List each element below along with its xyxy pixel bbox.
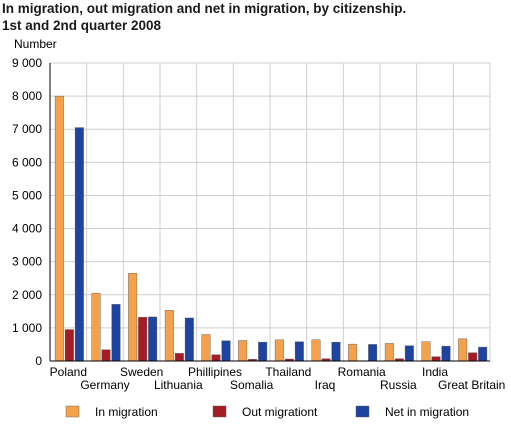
legend-swatch	[355, 405, 370, 418]
bar-out-migrationt	[138, 317, 148, 362]
legend: In migration Out migrationt Net in migrati…	[65, 405, 469, 419]
y-tick-label: 4 000	[12, 222, 42, 236]
bar-in-migration	[128, 273, 138, 362]
x-tick-label: Somalia	[230, 378, 274, 392]
legend-label: Out migrationt	[242, 405, 318, 419]
bar-net-in-migration	[148, 316, 158, 362]
bar-net-in-migration	[478, 346, 488, 362]
x-tick-label: Sweden	[120, 365, 163, 379]
x-tick-label: Russia	[380, 378, 417, 392]
y-tick-label: 8 000	[12, 89, 42, 103]
bar-in-migration	[164, 310, 174, 362]
bar-in-migration	[201, 334, 211, 362]
bar-net-in-migration	[441, 345, 451, 362]
bar-in-migration	[458, 338, 468, 362]
bar-net-in-migration	[111, 304, 121, 362]
legend-label: In migration	[95, 405, 158, 419]
bar-net-in-migration	[74, 127, 84, 362]
x-tick-label: Romania	[338, 365, 386, 379]
legend-swatch	[212, 405, 227, 418]
axes	[49, 63, 490, 362]
x-tick-label: Thailand	[265, 365, 311, 379]
bar-out-migrationt	[101, 349, 111, 362]
y-tick-label: 7 000	[12, 122, 42, 136]
chart-title-line-2: 1st and 2nd quarter 2008	[2, 18, 162, 33]
y-tick-label: 3 000	[12, 255, 42, 269]
y-axis-ticks: 0 1 000 2 000 3 000 4 000 5 000 6 000 7 000 8 00…	[12, 56, 42, 368]
bar-net-in-migration	[184, 317, 194, 362]
bar-in-migration	[91, 292, 101, 362]
y-tick-label: 6 000	[12, 155, 42, 169]
bar-out-migrationt	[211, 354, 221, 362]
bars	[54, 95, 488, 362]
y-tick-label: 2 000	[12, 288, 42, 302]
grid-lines	[50, 62, 491, 361]
bar-in-migration	[238, 340, 248, 362]
x-tick-label: Phillipines	[188, 365, 242, 379]
x-tick-label: Great Britain	[438, 378, 505, 392]
chart-title: In migration, out migration and net in m…	[2, 0, 406, 34]
bar-out-migrationt	[431, 356, 441, 362]
bar-net-in-migration	[258, 341, 268, 362]
bar-net-in-migration	[221, 340, 231, 362]
bar-out-migrationt	[174, 353, 184, 362]
x-tick-label: Germany	[80, 378, 129, 392]
x-tick-label: Iraq	[315, 378, 336, 392]
bar-in-migration	[384, 343, 394, 362]
chart-title-line-1: In migration, out migration and net in m…	[2, 1, 407, 16]
bar-out-migrationt	[64, 329, 74, 362]
bar-in-migration	[421, 341, 431, 362]
y-tick-label: 9 000	[12, 56, 42, 70]
bar-in-migration	[348, 343, 358, 362]
bar-net-in-migration	[294, 341, 304, 362]
bar-net-in-migration	[331, 341, 341, 362]
x-tick-label: Lithuania	[154, 378, 203, 392]
bar-out-migrationt	[468, 352, 478, 362]
y-tick-label: 0	[35, 354, 42, 368]
x-tick-label: India	[422, 365, 448, 379]
bar-net-in-migration	[368, 344, 378, 362]
y-tick-label: 1 000	[12, 321, 42, 335]
y-axis-label: Number	[14, 37, 57, 51]
y-tick-label: 5 000	[12, 188, 42, 202]
x-axis-ticks: PolandGermanySwedenLithuaniaPhillipinesS…	[50, 365, 506, 392]
bar-net-in-migration	[404, 345, 414, 362]
bar-in-migration	[274, 339, 284, 362]
x-tick-label: Poland	[50, 365, 87, 379]
legend-label: Net in migration	[385, 405, 469, 419]
bar-in-migration	[54, 95, 64, 362]
bar-in-migration	[311, 339, 321, 362]
legend-swatch	[65, 405, 80, 418]
